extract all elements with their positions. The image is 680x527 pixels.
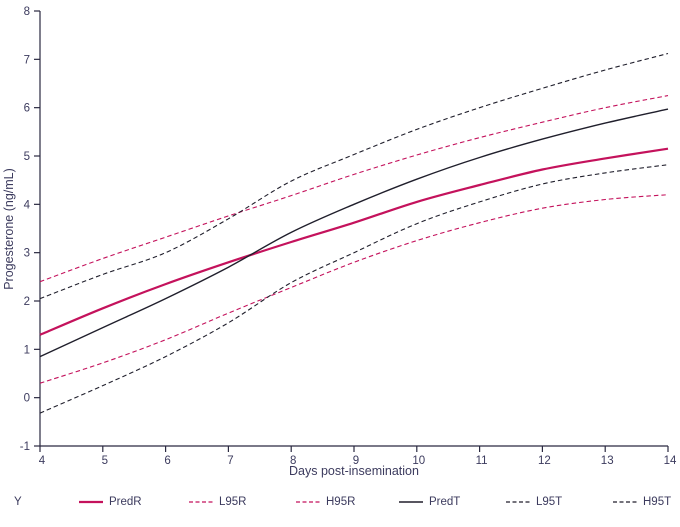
x-axis-title: Days post-insemination bbox=[289, 464, 419, 478]
x-tick-label: 6 bbox=[164, 455, 170, 467]
y-tick-label: 2 bbox=[24, 296, 30, 308]
x-tick-label: 9 bbox=[353, 455, 359, 467]
legend-label-PredT: PredT bbox=[429, 496, 461, 508]
legend-item-PredR: PredR bbox=[78, 496, 142, 508]
y-tick-label: 1 bbox=[24, 344, 30, 356]
series-H95T bbox=[39, 52, 669, 300]
legend: Y PredR L95R H95R PredT L95T H95T bbox=[0, 494, 680, 514]
x-tick-label: 11 bbox=[476, 455, 488, 467]
y-tick-label: 6 bbox=[24, 103, 30, 115]
legend-swatch-PredR bbox=[79, 500, 103, 504]
legend-swatch-H95R bbox=[296, 501, 320, 503]
legend-swatch-PredT bbox=[399, 501, 423, 503]
legend-item-L95T: L95T bbox=[505, 496, 562, 508]
y-tick-label: 7 bbox=[24, 54, 30, 66]
x-tick-label: 14 bbox=[664, 455, 677, 467]
legend-title: Y bbox=[14, 496, 22, 508]
legend-swatch-L95T bbox=[506, 501, 530, 503]
x-tick-label: 12 bbox=[538, 455, 551, 467]
legend-label-L95R: L95R bbox=[219, 496, 247, 508]
x-tick-label: 8 bbox=[290, 455, 296, 467]
x-tick-label: 13 bbox=[601, 455, 614, 467]
series-H95R bbox=[39, 95, 669, 283]
y-tick-label: 5 bbox=[24, 151, 30, 163]
legend-label-H95R: H95R bbox=[326, 496, 356, 508]
legend-item-H95R: H95R bbox=[295, 496, 355, 508]
x-tick-label: 4 bbox=[39, 455, 46, 467]
x-tick-label: 7 bbox=[227, 455, 233, 467]
series-L95T bbox=[39, 164, 669, 414]
legend-label-PredR: PredR bbox=[109, 496, 142, 508]
legend-item-L95R: L95R bbox=[188, 496, 247, 508]
series-L95R bbox=[39, 194, 669, 384]
legend-label-L95T: L95T bbox=[536, 496, 563, 508]
x-tick-label: 5 bbox=[102, 455, 108, 467]
y-tick-label: 0 bbox=[24, 393, 30, 405]
y-tick-label: 3 bbox=[24, 248, 30, 260]
x-tick-label: 10 bbox=[412, 455, 425, 467]
legend-swatch-L95R bbox=[189, 501, 213, 503]
y-tick-label: 4 bbox=[24, 199, 31, 211]
series-PredT bbox=[39, 108, 669, 358]
legend-item-PredT: PredT bbox=[398, 496, 460, 508]
y-tick-label: 8 bbox=[24, 6, 30, 18]
legend-item-H95T: H95T bbox=[612, 496, 671, 508]
series-PredR bbox=[39, 147, 669, 336]
legend-swatch-H95T bbox=[613, 501, 637, 503]
legend-label-H95T: H95T bbox=[643, 496, 672, 508]
y-tick-label: -1 bbox=[20, 441, 30, 453]
